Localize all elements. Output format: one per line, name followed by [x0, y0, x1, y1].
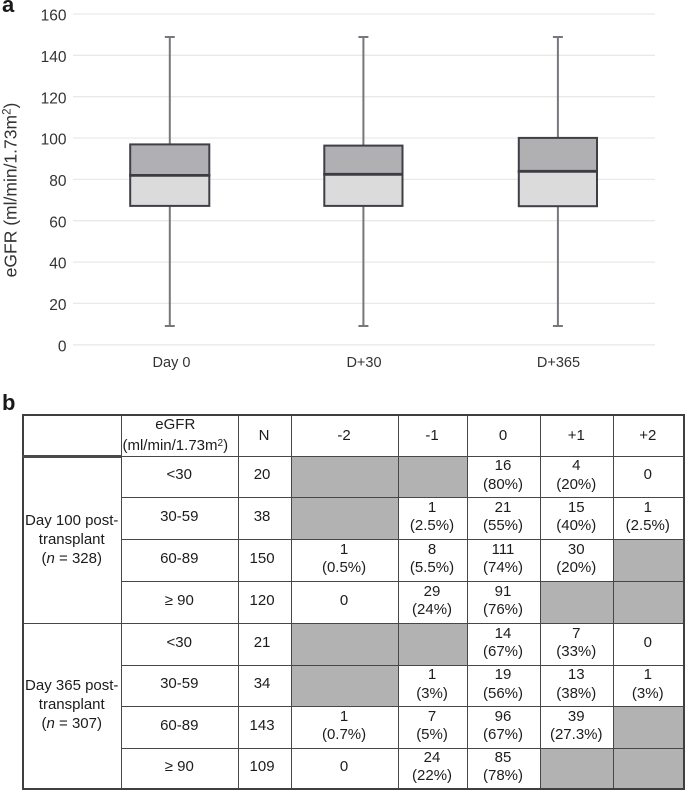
svg-text:Day 0: Day 0 — [153, 355, 191, 371]
svg-text:60: 60 — [49, 214, 67, 231]
svg-text:120: 120 — [41, 90, 67, 107]
svg-text:20: 20 — [49, 297, 67, 314]
svg-text:80: 80 — [49, 173, 67, 190]
svg-text:140: 140 — [41, 49, 67, 66]
svg-text:0: 0 — [58, 338, 67, 355]
svg-text:40: 40 — [49, 256, 67, 273]
svg-text:100: 100 — [41, 132, 67, 149]
svg-text:D+30: D+30 — [346, 355, 381, 371]
svg-text:D+365: D+365 — [537, 355, 580, 371]
svg-text:eGFR (ml/min/1.73m2): eGFR (ml/min/1.73m2) — [1, 103, 21, 278]
svg-text:160: 160 — [41, 8, 67, 25]
